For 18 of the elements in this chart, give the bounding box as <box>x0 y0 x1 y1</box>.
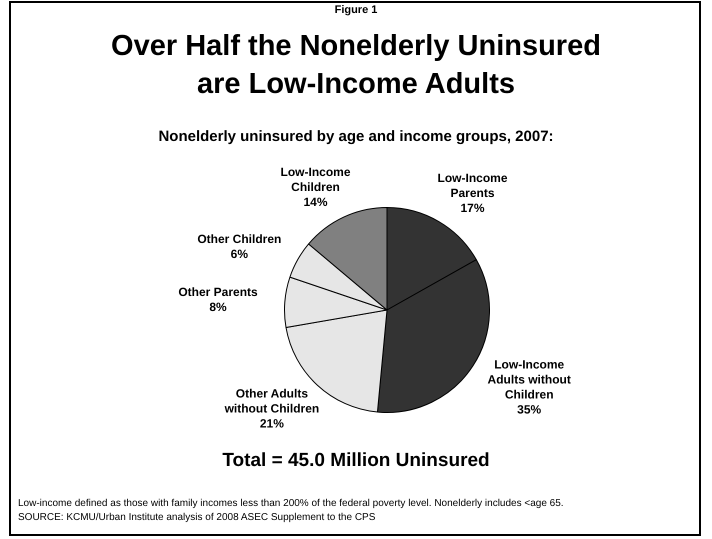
chart-subtitle: Nonelderly uninsured by age and income groups, 2007: <box>157 128 555 145</box>
data-label: 17% <box>460 200 485 215</box>
data-label: 8% <box>209 300 228 314</box>
caption: Figure 1 <box>334 4 378 16</box>
slice-label: Low-Income Adults without Children <box>488 357 571 402</box>
slice-label: Other Parents <box>178 284 258 299</box>
slice-label: Low-Income Parents <box>438 170 508 200</box>
data-label: 6% <box>230 247 248 262</box>
slice-label: Other Children <box>197 232 282 246</box>
chart-title: Over Half the Nonelderly Uninsured are Low-Income Adults <box>110 29 602 102</box>
source-note: SOURCE: KCMU/Urban Institute analysis of 2008 ASEC Supplement to the CPS <box>18 511 376 525</box>
text: Total = 45.0 Million Uninsured <box>221 450 491 472</box>
text: Low-income defined as those with family incomes less than 200% of the federal poverty level. Nonelderly includes <age 65. <box>18 497 564 511</box>
slice-label: Other Adults without Children <box>224 386 320 416</box>
data-label: 35% <box>517 402 542 416</box>
data-label: 14% <box>303 194 328 209</box>
slice-label: Low-Income Children <box>280 164 351 194</box>
data-label: 21% <box>260 416 284 430</box>
